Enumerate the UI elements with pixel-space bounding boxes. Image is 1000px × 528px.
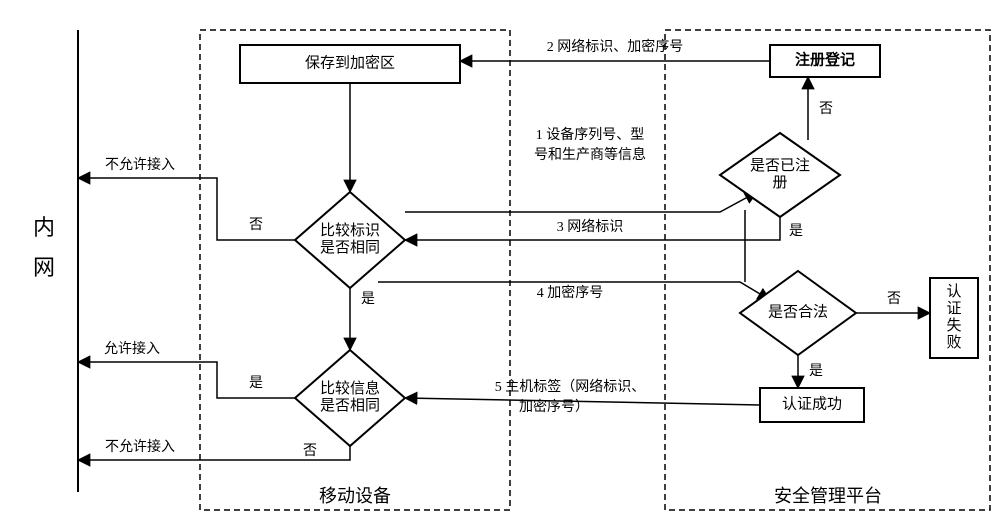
node-auth_ok: 认证成功 — [760, 388, 864, 422]
node-is_legal: 是否合法 — [740, 271, 856, 355]
svg-text:败: 败 — [946, 334, 961, 351]
svg-text:不允许接入: 不允许接入 — [105, 156, 175, 173]
svg-text:比较信息: 比较信息 — [320, 379, 380, 397]
svg-text:是: 是 — [809, 364, 823, 379]
svg-text:证: 证 — [946, 300, 961, 317]
svg-text:2 网络标识、加密序号: 2 网络标识、加密序号 — [547, 38, 684, 55]
svg-text:加密序号）: 加密序号） — [519, 398, 589, 415]
svg-text:否: 否 — [819, 102, 833, 117]
svg-text:允许接入: 允许接入 — [104, 340, 160, 357]
node-is_reg: 是否已注册 — [720, 133, 840, 217]
node-save: 保存到加密区 — [240, 45, 460, 83]
node-cmp_id: 比较标识是否相同 — [295, 192, 405, 288]
svg-text:认: 认 — [946, 283, 961, 300]
svg-text:5 主机标签（网络标识、: 5 主机标签（网络标识、 — [495, 378, 646, 395]
svg-text:3 网络标识: 3 网络标识 — [557, 219, 624, 235]
svg-text:比较标识: 比较标识 — [320, 221, 380, 239]
svg-text:是: 是 — [789, 224, 803, 239]
svg-text:是否合法: 是否合法 — [768, 303, 828, 320]
svg-text:保存到加密区: 保存到加密区 — [305, 54, 395, 71]
svg-text:注册登记: 注册登记 — [795, 50, 855, 68]
node-cmp_info: 比较信息是否相同 — [295, 350, 405, 446]
svg-text:否: 否 — [249, 218, 263, 233]
svg-text:移动设备: 移动设备 — [319, 486, 391, 506]
svg-text:册: 册 — [772, 175, 787, 191]
svg-text:是否已注: 是否已注 — [750, 157, 810, 174]
svg-text:1 设备序列号、型: 1 设备序列号、型 — [536, 126, 645, 143]
svg-text:失: 失 — [946, 317, 961, 334]
svg-text:否: 否 — [303, 444, 317, 459]
svg-text:是否相同: 是否相同 — [320, 397, 380, 414]
svg-text:安全管理平台: 安全管理平台 — [774, 486, 882, 506]
svg-text:是: 是 — [361, 292, 375, 307]
node-auth_fail: 认证失败 — [930, 278, 978, 358]
svg-text:内: 内 — [33, 215, 55, 240]
svg-text:网: 网 — [33, 255, 55, 280]
svg-text:是: 是 — [249, 376, 263, 391]
svg-text:认证成功: 认证成功 — [782, 395, 842, 412]
edge-cmpid_to_isreg — [405, 192, 757, 212]
svg-text:否: 否 — [887, 292, 901, 307]
svg-text:4 加密序号: 4 加密序号 — [537, 284, 604, 301]
svg-text:是否相同: 是否相同 — [320, 239, 380, 256]
svg-text:号和生产商等信息: 号和生产商等信息 — [534, 146, 646, 163]
node-register: 注册登记 — [770, 45, 880, 77]
svg-text:不允许接入: 不允许接入 — [105, 438, 175, 455]
flowchart: 移动设备 安全管理平台 内网 2 网络标识、加密序号否 1 设备序列号、型号和生产商等信… — [0, 0, 1000, 528]
